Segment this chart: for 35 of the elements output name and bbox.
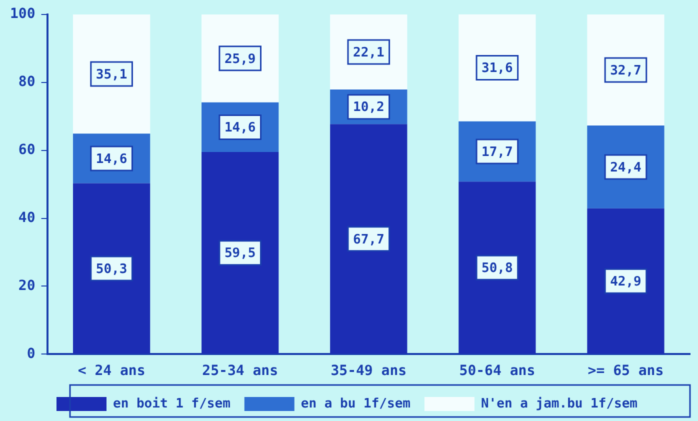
bar	[587, 208, 664, 354]
bar	[330, 124, 408, 354]
y-tick-label: 80	[18, 74, 36, 90]
x-tick-label: 35-49 ans	[330, 363, 407, 380]
y-tick-label: 0	[26, 346, 36, 362]
y-tick-label: 20	[18, 278, 36, 294]
data-label: 42,9	[610, 274, 642, 290]
y-tick-label: 40	[18, 210, 36, 226]
data-label: 50,8	[482, 261, 514, 276]
bar	[458, 182, 536, 354]
bar	[72, 14, 150, 134]
bar	[72, 183, 150, 354]
x-tick-label: >= 65 ans	[588, 363, 664, 380]
data-label: 17,7	[482, 144, 513, 160]
data-label: 14,6	[224, 120, 256, 136]
legend-label: en a bu 1f/sem	[300, 396, 411, 412]
data-label: 50,3	[96, 262, 128, 277]
y-tick-label: 100	[10, 6, 36, 22]
data-label: 31,6	[482, 61, 514, 76]
x-tick-label: < 24 ans	[78, 363, 146, 380]
data-label: 35,1	[96, 67, 128, 82]
data-label: 10,2	[352, 100, 384, 116]
x-tick-label: 50-64 ans	[459, 363, 536, 380]
data-label: 25,9	[224, 52, 256, 67]
legend-label: N'en a jam.bu 1f/sem	[480, 396, 638, 412]
y-tick-label: 60	[18, 142, 36, 158]
x-tick-label: 25-34 ans	[202, 363, 278, 380]
data-label: 32,7	[610, 63, 642, 78]
data-label: 59,5	[224, 246, 256, 262]
data-label: 14,6	[96, 152, 128, 167]
data-label: 67,7	[352, 232, 384, 248]
data-label: 22,1	[352, 45, 384, 60]
data-label: 24,4	[610, 160, 642, 176]
legend-label: en boit 1 f/sem	[112, 396, 231, 412]
bar	[202, 152, 279, 354]
